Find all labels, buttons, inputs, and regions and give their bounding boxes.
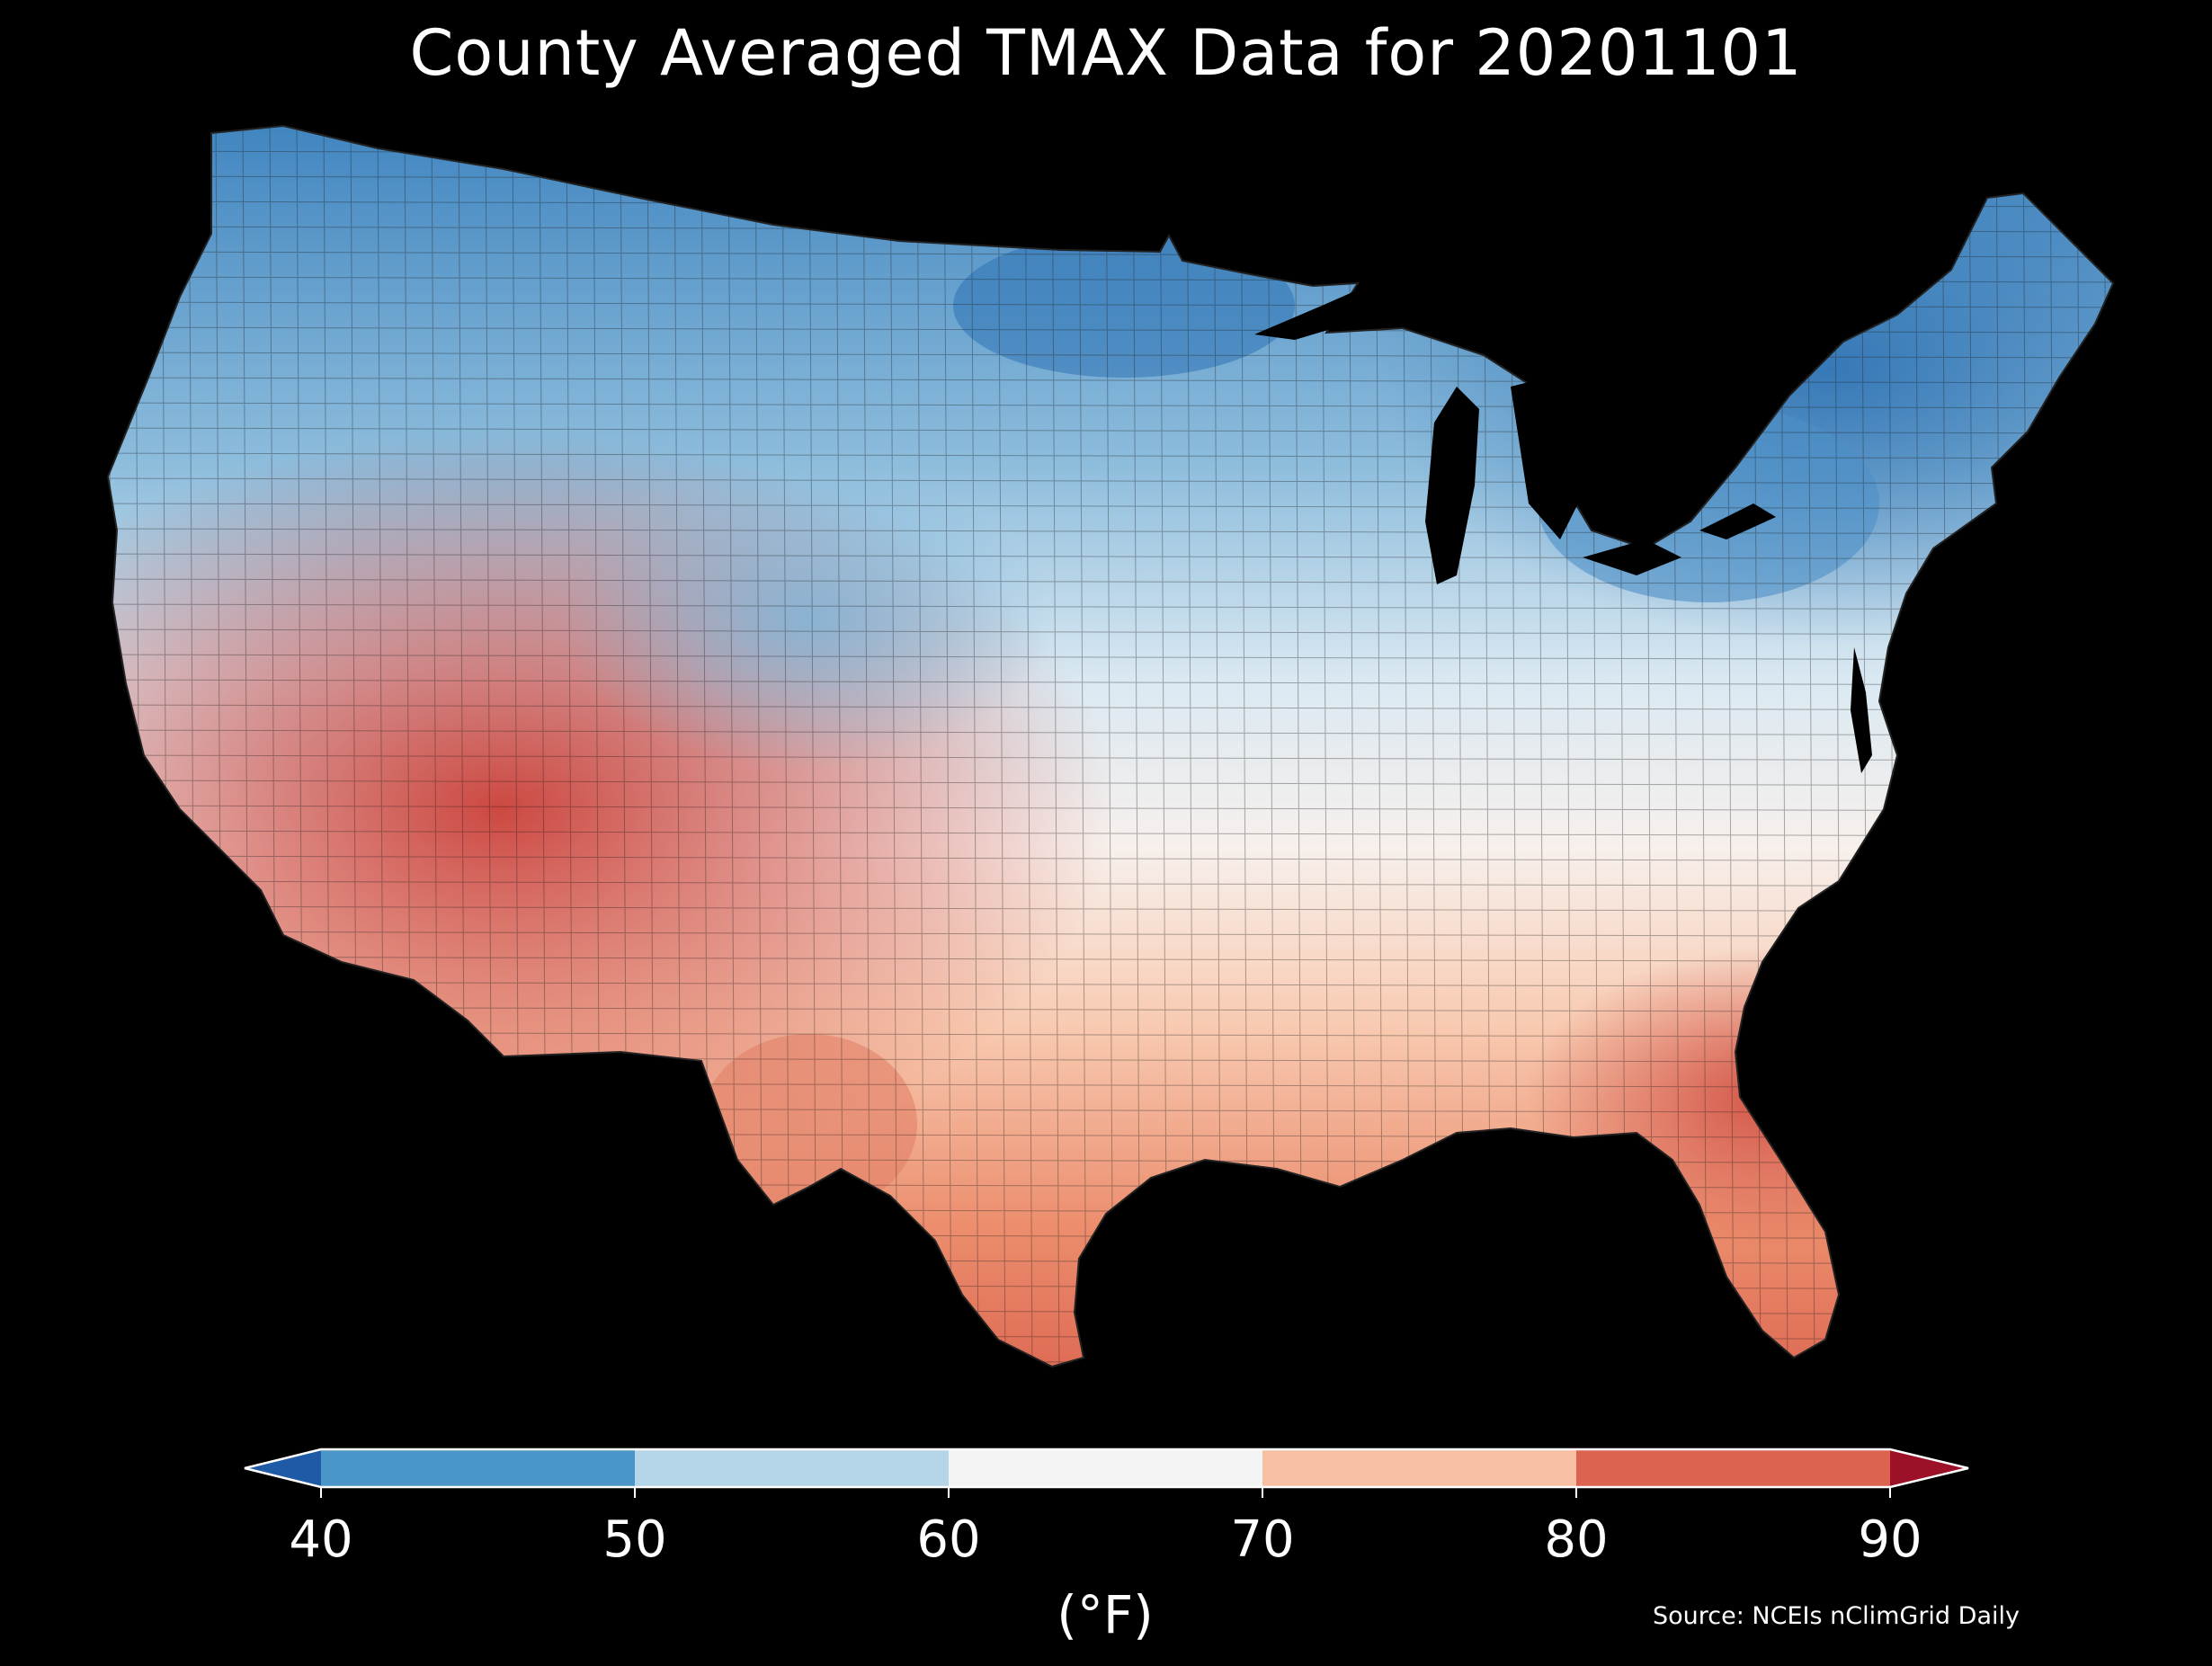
colorbar-unit-label: (°F): [1057, 1584, 1154, 1645]
colorbar-tick-label: 70: [1230, 1510, 1295, 1569]
temperature-field: [108, 126, 2113, 1367]
colorbar-tick-label: 90: [1858, 1510, 1922, 1569]
coastal-bays: [1851, 647, 1872, 773]
map-title: County Averaged TMAX Data for 20201101: [409, 16, 1803, 90]
colorbar-tick-label: 40: [289, 1510, 353, 1569]
colorbar-tick-label: 80: [1544, 1510, 1609, 1569]
colorbar-tick-label: 50: [602, 1510, 667, 1569]
source-note: Source: NCEIs nClimGrid Daily: [1653, 1602, 2020, 1630]
colorbar-tick-label: 60: [916, 1510, 981, 1569]
great-lakes: [1254, 286, 1776, 584]
